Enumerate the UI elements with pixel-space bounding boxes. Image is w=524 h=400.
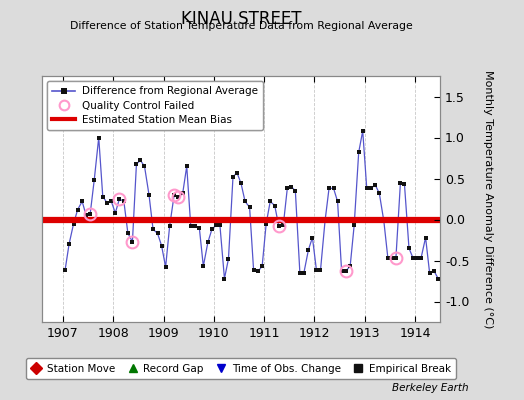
Text: Berkeley Earth: Berkeley Earth (392, 383, 469, 393)
Legend: Difference from Regional Average, Quality Control Failed, Estimated Station Mean: Difference from Regional Average, Qualit… (47, 81, 263, 130)
Y-axis label: Monthly Temperature Anomaly Difference (°C): Monthly Temperature Anomaly Difference (… (484, 70, 494, 328)
Legend: Station Move, Record Gap, Time of Obs. Change, Empirical Break: Station Move, Record Gap, Time of Obs. C… (26, 358, 456, 379)
Text: KINAU STREET: KINAU STREET (181, 10, 301, 28)
Text: Difference of Station Temperature Data from Regional Average: Difference of Station Temperature Data f… (70, 21, 412, 31)
